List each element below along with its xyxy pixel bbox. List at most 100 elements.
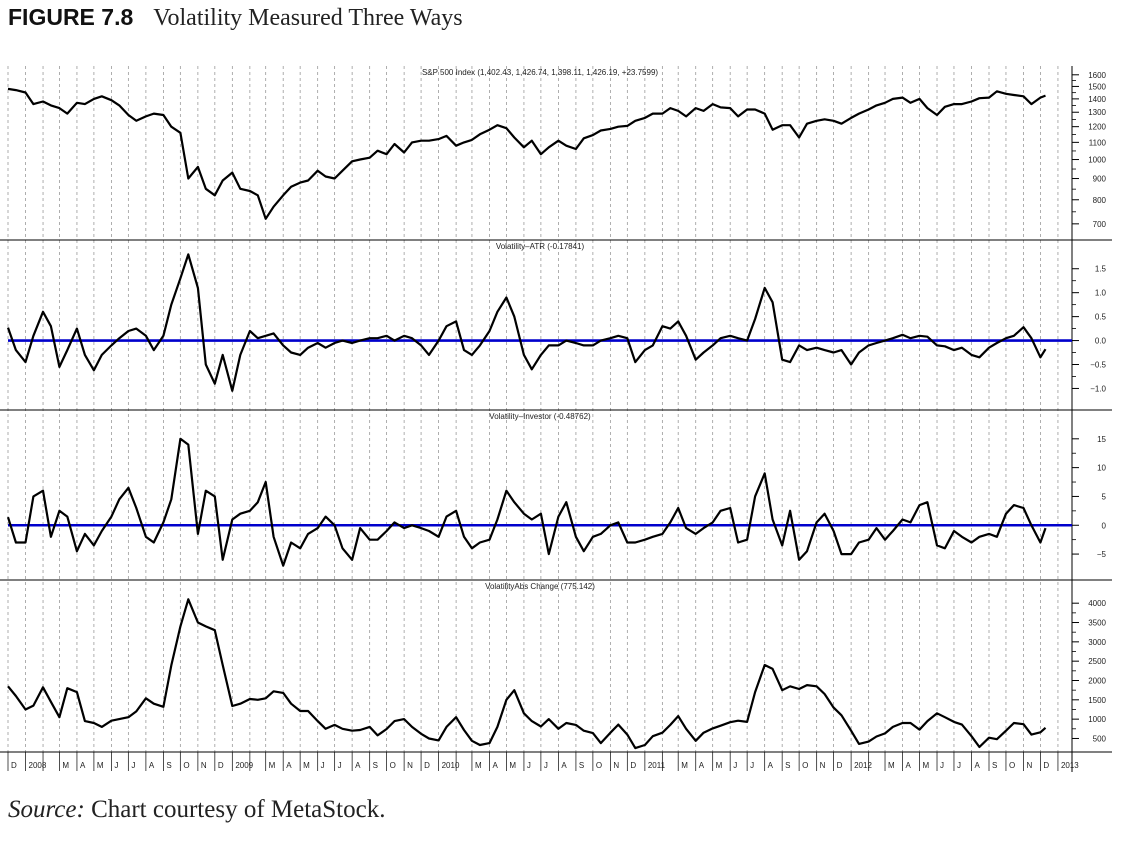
y-tick-label: 1600 bbox=[1088, 71, 1106, 80]
x-tick-label: A bbox=[906, 761, 912, 770]
y-tick-label: 15 bbox=[1097, 435, 1106, 444]
y-tick-label: 1200 bbox=[1088, 123, 1106, 132]
y-tick-label: −5 bbox=[1097, 550, 1107, 559]
x-tick-label: M bbox=[303, 761, 310, 770]
y-tick-label: 0 bbox=[1102, 521, 1107, 530]
y-tick-label: 500 bbox=[1093, 734, 1107, 743]
x-tick-label: J bbox=[957, 761, 961, 770]
y-tick-label: 10 bbox=[1097, 464, 1106, 473]
y-tick-label: 5 bbox=[1102, 492, 1107, 501]
x-tick-label: D bbox=[1043, 761, 1049, 770]
x-tick-label: A bbox=[561, 761, 567, 770]
x-tick-label: J bbox=[750, 761, 754, 770]
x-tick-label: 2012 bbox=[854, 761, 872, 770]
x-tick-label: M bbox=[716, 761, 723, 770]
x-tick-label: O bbox=[1009, 761, 1015, 770]
figure-caption: Source: Chart courtesy of MetaStock. bbox=[8, 796, 385, 824]
x-tick-label: S bbox=[373, 761, 378, 770]
y-tick-label: 1.0 bbox=[1095, 289, 1107, 298]
panel-title: Volatility–ATR (-0.17841) bbox=[496, 242, 585, 251]
x-tick-label: M bbox=[888, 761, 895, 770]
x-tick-label: A bbox=[80, 761, 86, 770]
y-tick-label: 4000 bbox=[1088, 599, 1106, 608]
x-tick-label: J bbox=[321, 761, 325, 770]
y-tick-label: 1.5 bbox=[1095, 265, 1107, 274]
x-tick-label: A bbox=[355, 761, 361, 770]
x-tick-label: S bbox=[785, 761, 790, 770]
y-tick-label: 1000 bbox=[1088, 715, 1106, 724]
panel-title: S&P 500 Index (1,402.43, 1,426.74, 1,398… bbox=[422, 68, 658, 77]
x-tick-label: M bbox=[681, 761, 688, 770]
x-tick-label: A bbox=[699, 761, 705, 770]
x-tick-label: M bbox=[97, 761, 104, 770]
x-tick-label: M bbox=[475, 761, 482, 770]
panel-title: VolatilityAbs Change (775.142) bbox=[485, 582, 595, 591]
x-tick-label: J bbox=[114, 761, 118, 770]
x-tick-label: M bbox=[509, 761, 516, 770]
y-tick-label: 2500 bbox=[1088, 657, 1106, 666]
x-tick-label: A bbox=[492, 761, 498, 770]
x-tick-label: J bbox=[527, 761, 531, 770]
y-tick-label: 700 bbox=[1093, 220, 1107, 229]
x-tick-label: S bbox=[579, 761, 584, 770]
y-tick-label: 800 bbox=[1093, 196, 1107, 205]
figure-number: FIGURE 7.8 bbox=[8, 4, 134, 30]
x-tick-label: J bbox=[733, 761, 737, 770]
y-tick-label: 1000 bbox=[1088, 156, 1106, 165]
y-tick-label: 0.0 bbox=[1095, 337, 1107, 346]
y-tick-label: −1.0 bbox=[1090, 384, 1106, 393]
panel-title: Volatility–Investor (-0.48762) bbox=[489, 412, 591, 421]
x-tick-label: 2011 bbox=[648, 761, 666, 770]
y-tick-label: 3000 bbox=[1088, 638, 1106, 647]
y-tick-label: 3500 bbox=[1088, 619, 1106, 628]
x-tick-label: D bbox=[837, 761, 843, 770]
x-tick-label: A bbox=[768, 761, 774, 770]
y-tick-label: 1400 bbox=[1088, 95, 1106, 104]
y-tick-label: 1100 bbox=[1089, 138, 1107, 147]
x-tick-label: N bbox=[820, 761, 826, 770]
x-tick-label: D bbox=[424, 761, 430, 770]
x-tick-label: M bbox=[269, 761, 276, 770]
y-tick-label: 900 bbox=[1093, 175, 1107, 184]
x-tick-label: N bbox=[407, 761, 413, 770]
series-line-panel-1 bbox=[7, 87, 1046, 220]
x-tick-label: N bbox=[1026, 761, 1032, 770]
series-line-panel-3 bbox=[6, 437, 1047, 567]
y-tick-label: 2000 bbox=[1088, 676, 1106, 685]
figure-name: Volatility Measured Three Ways bbox=[153, 5, 463, 31]
series-line-panel-2 bbox=[6, 253, 1047, 392]
x-tick-label: M bbox=[62, 761, 69, 770]
x-tick-label: A bbox=[149, 761, 155, 770]
caption-text: Chart courtesy of MetaStock. bbox=[84, 796, 386, 823]
x-tick-label: 2008 bbox=[29, 761, 47, 770]
x-tick-label: D bbox=[11, 761, 17, 770]
y-tick-label: 1500 bbox=[1088, 82, 1106, 91]
x-tick-label: J bbox=[940, 761, 944, 770]
series-line-panel-4 bbox=[7, 598, 1047, 750]
x-tick-label: 2010 bbox=[442, 761, 460, 770]
figure-title: FIGURE 7.8 Volatility Measured Three Ways bbox=[8, 4, 463, 32]
x-tick-label: O bbox=[596, 761, 602, 770]
x-tick-label: O bbox=[183, 761, 189, 770]
x-tick-label: A bbox=[974, 761, 980, 770]
x-tick-label: J bbox=[544, 761, 548, 770]
y-tick-label: 0.5 bbox=[1095, 313, 1107, 322]
x-tick-label: 2013 bbox=[1061, 761, 1079, 770]
y-tick-label: 1500 bbox=[1088, 696, 1106, 705]
x-tick-label: S bbox=[166, 761, 171, 770]
x-tick-label: O bbox=[390, 761, 396, 770]
x-tick-label: 2009 bbox=[235, 761, 253, 770]
y-tick-label: 1300 bbox=[1088, 108, 1106, 117]
x-tick-label: J bbox=[338, 761, 342, 770]
x-tick-label: A bbox=[286, 761, 292, 770]
x-tick-label: J bbox=[131, 761, 135, 770]
x-tick-label: D bbox=[630, 761, 636, 770]
x-tick-label: O bbox=[802, 761, 808, 770]
x-tick-label: D bbox=[218, 761, 224, 770]
caption-source-label: Source: bbox=[8, 796, 85, 823]
x-tick-label: N bbox=[201, 761, 207, 770]
x-tick-label: N bbox=[613, 761, 619, 770]
y-tick-label: −0.5 bbox=[1090, 361, 1106, 370]
